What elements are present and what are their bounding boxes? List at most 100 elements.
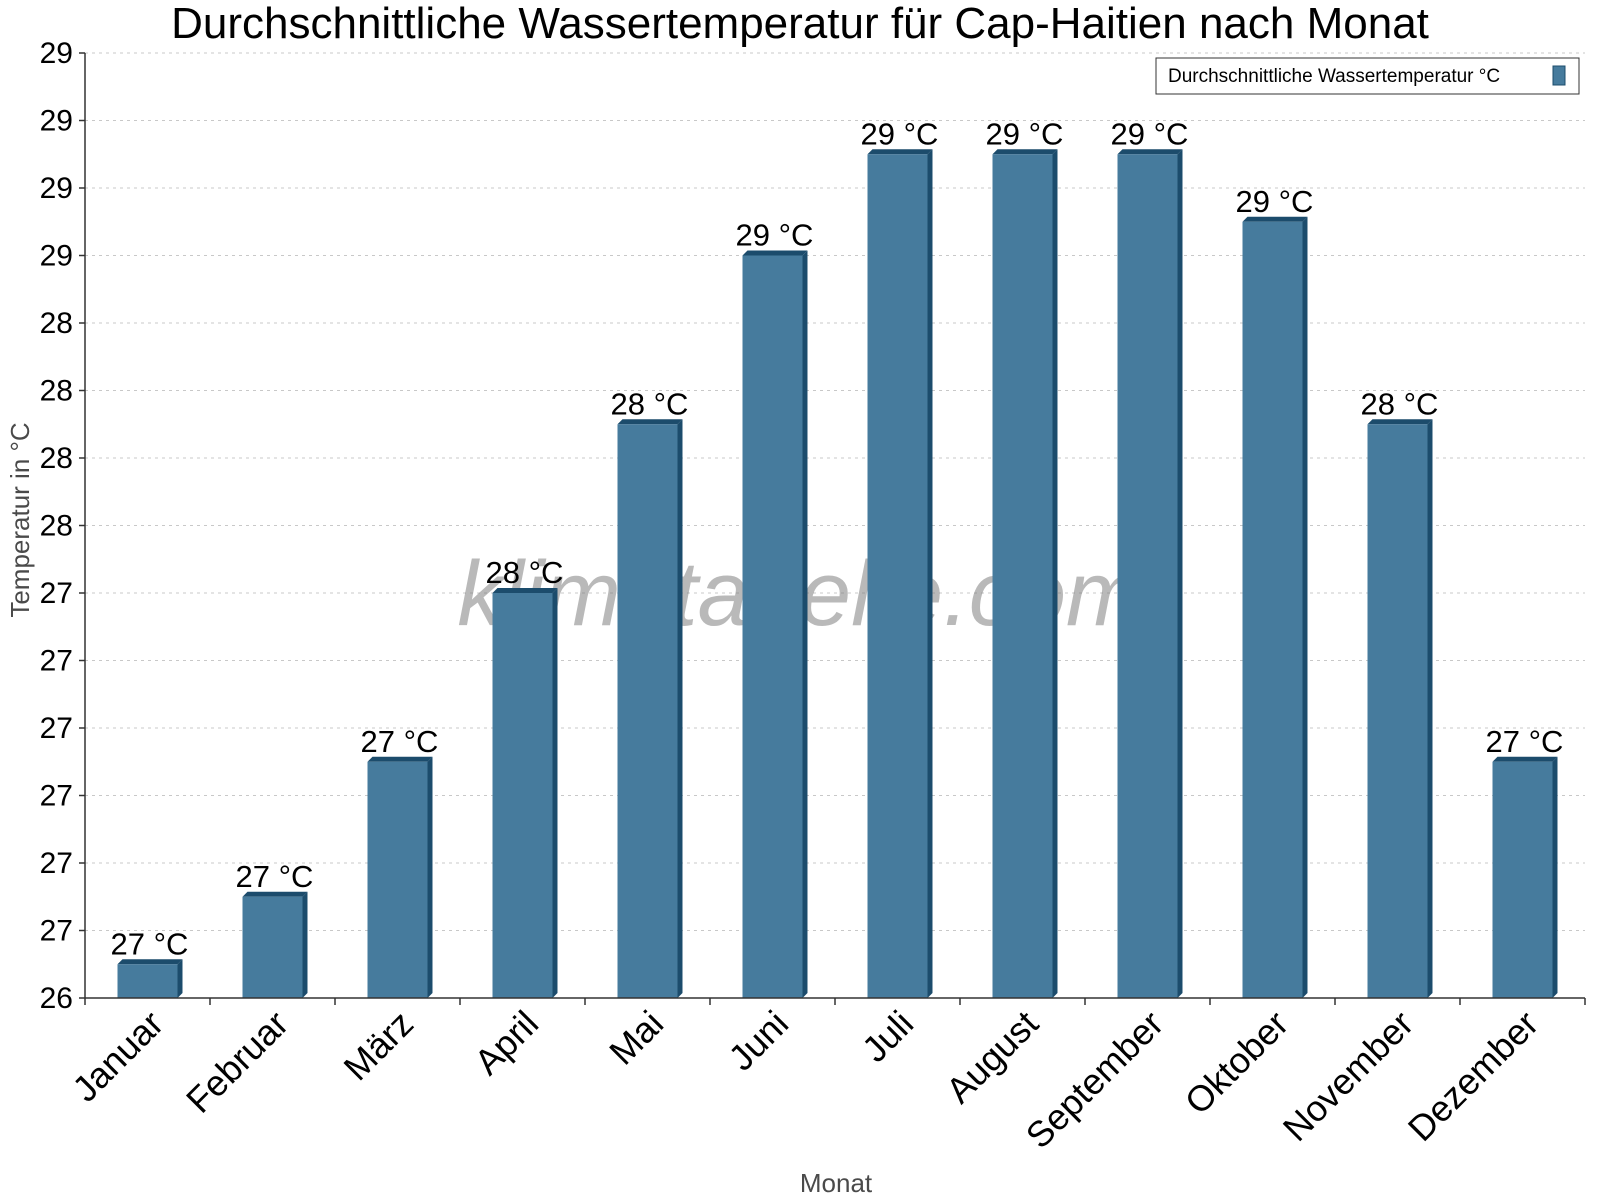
- x-tick-label: September: [1018, 1003, 1172, 1157]
- x-tick-label: Oktober: [1177, 1003, 1297, 1123]
- legend-box: [1155, 57, 1580, 95]
- bar-side: [677, 419, 683, 998]
- bar-3: [492, 588, 558, 998]
- bar-top: [1367, 419, 1433, 425]
- y-tick-label: 28: [40, 307, 73, 340]
- data-label: 29 °C: [1236, 184, 1314, 219]
- y-axis-label: Temperatur in °C: [5, 422, 35, 617]
- y-tick-label: 28: [40, 375, 73, 408]
- legend-entry-label: Durchschnittliche Wassertemperatur °C: [1168, 66, 1500, 87]
- data-label: 28 °C: [611, 386, 689, 421]
- y-tick-labels: 26 27 27 27 27 27 27 28 28 28 28 29 29 29 29: [40, 37, 73, 1015]
- bar-front: [492, 593, 553, 998]
- bar-top: [1117, 149, 1183, 155]
- bar-top: [742, 250, 808, 256]
- y-tick-label: 27: [40, 915, 73, 948]
- x-tick-label: August: [938, 1003, 1046, 1111]
- legend: Durchschnittliche Wassertemperatur °C: [1155, 57, 1580, 95]
- bar-9: [1242, 216, 1308, 998]
- y-tick-label: 29: [40, 105, 73, 138]
- data-label: 29 °C: [1111, 116, 1189, 151]
- bar-side: [177, 959, 183, 998]
- data-label: 28 °C: [1361, 386, 1439, 421]
- y-tick-label: 27: [40, 712, 73, 745]
- x-tick-label: Juli: [854, 1003, 921, 1070]
- x-tick-label: November: [1275, 1003, 1421, 1149]
- bar-side: [1302, 216, 1308, 998]
- bar-8: [1117, 149, 1183, 998]
- data-label: 29 °C: [736, 218, 814, 253]
- axes: [79, 52, 1586, 1005]
- chart-title: Durchschnittliche Wassertemperatur für C…: [171, 0, 1429, 48]
- y-tick-label: 28: [40, 442, 73, 475]
- x-tick-label: Juni: [720, 1003, 796, 1079]
- data-label: 27 °C: [361, 724, 439, 759]
- bar-7: [992, 149, 1058, 998]
- bar-side: [427, 756, 433, 998]
- bar-top: [1242, 216, 1308, 222]
- bar-side: [802, 250, 808, 998]
- bar-side: [1052, 149, 1058, 998]
- y-tick-label: 28: [40, 510, 73, 543]
- data-labels: 27 °C 27 °C 27 °C 28 °C 28 °C 29 °C 29 °C 29 °C…: [111, 116, 1564, 961]
- bar-side: [1427, 419, 1433, 998]
- bar-top: [117, 959, 183, 965]
- x-tick-label: Februar: [178, 1003, 296, 1121]
- bar-top: [867, 149, 933, 155]
- bar-side: [927, 149, 933, 998]
- data-label: 27 °C: [1486, 724, 1564, 759]
- bar-side: [552, 588, 558, 998]
- bar-1: [242, 891, 308, 998]
- legend-swatch: [1552, 65, 1566, 86]
- y-tick-label: 29: [40, 240, 73, 273]
- y-tick-label: 27: [40, 780, 73, 813]
- bar-side: [1552, 756, 1558, 998]
- bar-11: [1492, 756, 1558, 998]
- x-tick-label: Mai: [601, 1003, 671, 1073]
- y-tick-label: 29: [40, 37, 73, 70]
- x-tick-label: März: [336, 1003, 422, 1089]
- data-label: 29 °C: [861, 116, 939, 151]
- y-tick-label: 27: [40, 847, 73, 880]
- bar-top: [367, 756, 433, 762]
- data-label: 28 °C: [486, 555, 564, 590]
- grid-lines: [85, 52, 1585, 999]
- y-tick-label: 27: [40, 577, 73, 610]
- bar-top: [992, 149, 1058, 155]
- data-label: 27 °C: [236, 859, 314, 894]
- bar-top: [1492, 756, 1558, 762]
- x-tick-label: Januar: [64, 1003, 171, 1110]
- bar-2: [367, 756, 433, 998]
- bar-front: [992, 154, 1053, 998]
- bar-front: [742, 255, 803, 998]
- bar-side: [302, 891, 308, 998]
- y-tick-label: 26: [40, 982, 73, 1015]
- bar-front: [867, 154, 928, 998]
- x-tick-label: April: [466, 1003, 546, 1083]
- data-label: 27 °C: [111, 926, 189, 961]
- bar-front: [617, 424, 678, 998]
- bar-top: [492, 588, 558, 593]
- bar-0: [117, 959, 183, 998]
- bar-top: [617, 419, 683, 425]
- bar-front: [1367, 424, 1428, 998]
- bar-6: [867, 149, 933, 998]
- bar-top: [242, 891, 308, 897]
- data-label: 29 °C: [986, 116, 1064, 151]
- bar-10: [1367, 419, 1433, 998]
- x-axis-label: Monat: [800, 1168, 873, 1198]
- x-tick-label: Dezember: [1400, 1003, 1546, 1149]
- bar-front: [367, 761, 428, 998]
- bar-front: [1117, 154, 1178, 998]
- bar-4: [617, 419, 683, 998]
- bar-5: [742, 250, 808, 998]
- bar-side: [1177, 149, 1183, 998]
- y-tick-label: 29: [40, 172, 73, 205]
- bar-front: [117, 964, 178, 998]
- bar-front: [1242, 221, 1303, 998]
- bar-front: [242, 896, 303, 998]
- bar-front: [1492, 761, 1553, 998]
- bars: [117, 149, 1558, 998]
- x-tick-labels: Januar Februar März April Mai Juni Juli AugustS…: [64, 1003, 1546, 1157]
- y-tick-label: 27: [40, 645, 73, 678]
